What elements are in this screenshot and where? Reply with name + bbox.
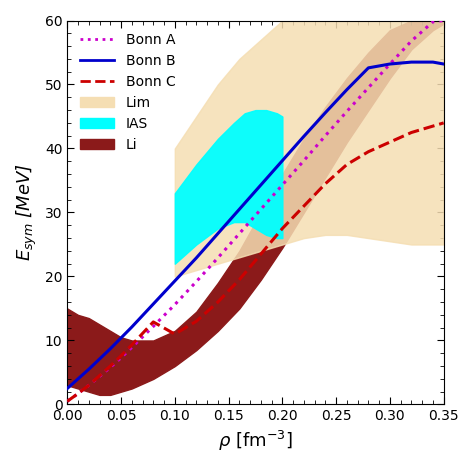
Y-axis label: $E_{sym}$ [MeV]: $E_{sym}$ [MeV]: [15, 163, 39, 262]
X-axis label: $\rho$ [fm$^{-3}$]: $\rho$ [fm$^{-3}$]: [218, 429, 293, 453]
Legend: Bonn A, Bonn B, Bonn C, Lim, IAS, Li: Bonn A, Bonn B, Bonn C, Lim, IAS, Li: [74, 28, 181, 157]
